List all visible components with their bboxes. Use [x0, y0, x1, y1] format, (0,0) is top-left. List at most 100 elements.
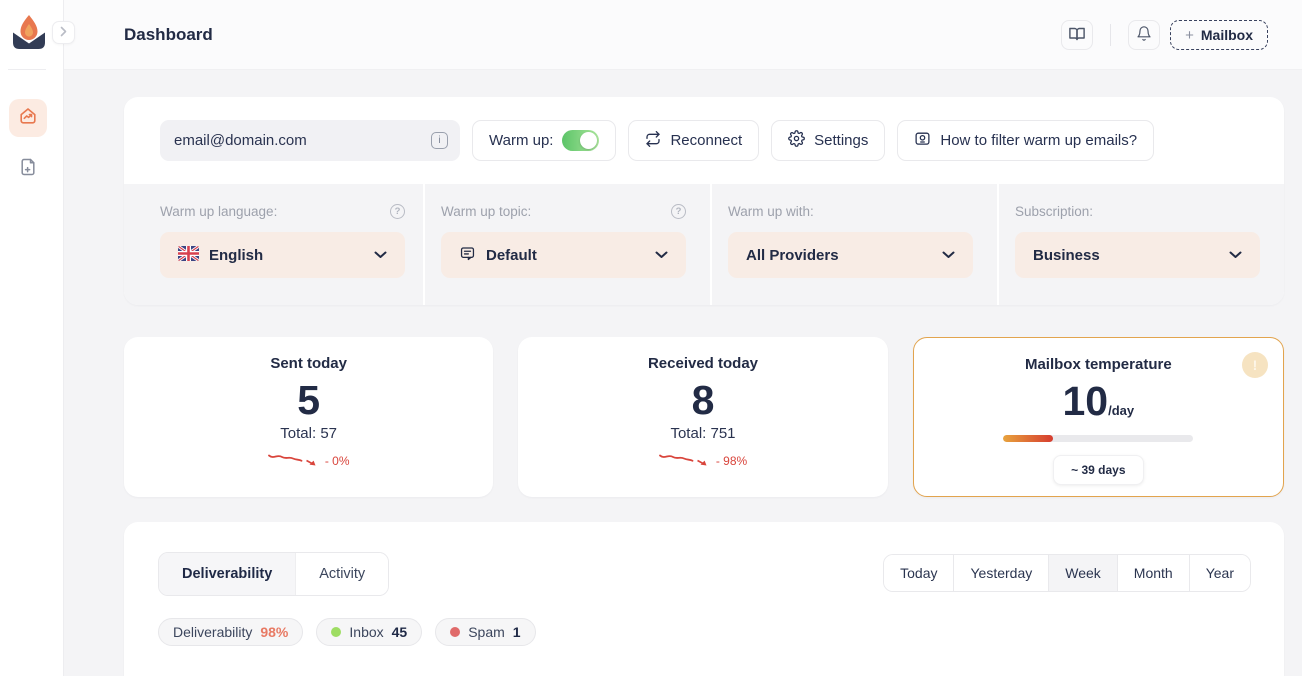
inbox-dot-icon	[331, 627, 342, 637]
temperature-progress-fill	[1003, 435, 1053, 443]
toggle-knob	[580, 132, 598, 149]
temperature-unit: /day	[1108, 403, 1135, 418]
period-selector: Today Yesterday Week Month Year	[883, 554, 1251, 592]
sidebar	[0, 0, 75, 676]
uk-flag-icon	[178, 245, 199, 265]
sidebar-item-add-inbox[interactable]	[9, 150, 47, 188]
language-dropdown[interactable]: English	[160, 232, 405, 278]
sidebar-collapse-button[interactable]	[52, 21, 75, 44]
add-mailbox-button[interactable]: + Mailbox	[1170, 20, 1268, 50]
header: Dashboard + Mailbox	[64, 0, 1302, 70]
tab-activity[interactable]: Activity	[296, 553, 389, 595]
repeat-icon	[645, 130, 661, 151]
book-open-icon	[1068, 26, 1086, 45]
settings-button[interactable]: Settings	[771, 120, 886, 161]
legend-deliverability-value: 98%	[260, 624, 289, 640]
flame-logo-icon	[10, 15, 48, 56]
sent-today-total: Total: 57	[280, 425, 338, 443]
chevron-down-icon	[1229, 251, 1242, 259]
warmup-with-label: Warm up with:	[728, 204, 814, 219]
warmup-with-dropdown[interactable]: All Providers	[728, 232, 973, 278]
plus-icon: +	[1185, 26, 1194, 44]
sent-today-card: Sent today 5 Total: 57 - 0%	[124, 337, 494, 497]
home-chart-icon	[18, 106, 38, 131]
period-month[interactable]: Month	[1116, 555, 1189, 591]
period-year[interactable]: Year	[1188, 555, 1250, 591]
notifications-button[interactable]	[1128, 20, 1161, 50]
sent-today-value: 5	[297, 377, 321, 423]
downtrend-sparkline-icon	[267, 451, 320, 470]
info-icon[interactable]: i	[431, 132, 448, 149]
period-yesterday[interactable]: Yesterday	[953, 555, 1049, 591]
sent-today-title: Sent today	[270, 355, 347, 372]
topic-dropdown[interactable]: Default	[441, 232, 686, 278]
temperature-eta-badge: ~ 39 days	[1053, 455, 1144, 486]
subscription-label: Subscription:	[1015, 204, 1094, 219]
add-mailbox-label: Mailbox	[1200, 27, 1253, 43]
sidebar-divider	[8, 69, 46, 70]
received-today-change-label: - 98%	[715, 453, 748, 468]
app-logo[interactable]	[10, 12, 48, 52]
stats-row: Sent today 5 Total: 57 - 0% Received tod…	[124, 337, 1284, 497]
reconnect-label: Reconnect	[670, 132, 743, 149]
subscription-dropdown[interactable]: Business	[1015, 232, 1260, 278]
page-title: Dashboard	[124, 24, 213, 44]
setting-topic: Warm up topic: ? Default	[423, 184, 710, 305]
mailbox-toolbar: i Warm up: Reconnect	[124, 97, 1284, 161]
legend-inbox-value: 45	[391, 624, 408, 640]
warmup-settings-strip: Warm up language: ?	[124, 184, 1284, 305]
chevron-down-icon	[942, 251, 955, 259]
sent-today-change-label: - 0%	[324, 453, 350, 468]
analytics-tabs: Deliverability Activity	[158, 552, 390, 596]
email-field[interactable]	[174, 132, 414, 149]
tab-deliverability[interactable]: Deliverability	[159, 553, 297, 595]
help-icon[interactable]: ?	[390, 204, 405, 219]
howto-filter-label: How to filter warm up emails?	[940, 132, 1138, 149]
warmup-toggle-group: Warm up:	[472, 120, 617, 161]
mailbox-settings-card: i Warm up: Reconnect	[124, 97, 1284, 305]
mailbox-temperature-card: ! Mailbox temperature 10/day ~ 39 days	[912, 337, 1284, 497]
temperature-progress-track	[1003, 435, 1194, 443]
legend-inbox[interactable]: Inbox 45	[316, 618, 423, 646]
chevron-down-icon	[655, 251, 668, 259]
legend-spam-value: 1	[512, 624, 521, 640]
header-divider	[1110, 24, 1112, 46]
topic-value: Default	[486, 246, 537, 264]
video-box-icon	[914, 130, 931, 151]
downtrend-sparkline-icon	[658, 451, 711, 470]
sent-today-change: - 0%	[124, 451, 493, 470]
chat-lines-icon	[459, 245, 476, 266]
setting-subscription: Subscription: Business	[997, 184, 1284, 305]
warmup-toggle-label: Warm up:	[489, 132, 554, 149]
chevron-right-icon	[60, 25, 67, 40]
sidebar-item-dashboard[interactable]	[9, 99, 47, 137]
received-today-card: Received today 8 Total: 751 - 98%	[518, 337, 888, 497]
topic-label: Warm up topic:	[441, 204, 532, 219]
setting-warmup-with: Warm up with: All Providers	[710, 184, 997, 305]
chevron-down-icon	[374, 251, 387, 259]
legend-deliverability[interactable]: Deliverability 98%	[158, 618, 304, 646]
header-actions: + Mailbox	[1061, 0, 1268, 70]
language-label: Warm up language:	[160, 204, 278, 219]
warmup-toggle[interactable]	[562, 130, 600, 151]
docs-button[interactable]	[1061, 20, 1094, 50]
spam-dot-icon	[450, 627, 461, 637]
language-value: English	[209, 246, 264, 264]
period-week[interactable]: Week	[1048, 555, 1117, 591]
received-today-title: Received today	[647, 355, 759, 372]
legend-inbox-label: Inbox	[349, 624, 384, 640]
help-icon[interactable]: ?	[671, 204, 686, 219]
howto-filter-button[interactable]: How to filter warm up emails?	[897, 120, 1155, 161]
legend-spam-label: Spam	[468, 624, 505, 640]
period-today[interactable]: Today	[884, 555, 954, 591]
warning-icon[interactable]: !	[1241, 352, 1268, 378]
legend-spam[interactable]: Spam 1	[435, 618, 536, 646]
received-today-value: 8	[691, 377, 715, 423]
temperature-value: 10/day	[1062, 378, 1135, 424]
reconnect-button[interactable]: Reconnect	[628, 120, 760, 161]
email-field-wrap: i	[160, 120, 460, 161]
gear-icon	[788, 130, 806, 151]
setting-language: Warm up language: ?	[124, 184, 423, 305]
bell-icon	[1136, 25, 1152, 45]
legend-deliverability-label: Deliverability	[173, 624, 253, 640]
